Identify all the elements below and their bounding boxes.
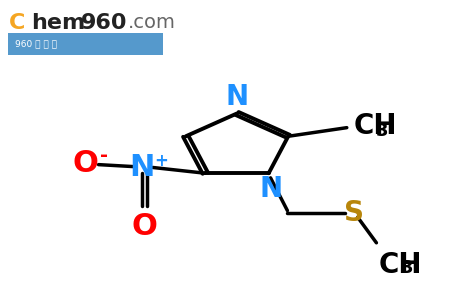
FancyBboxPatch shape [9,33,163,54]
Text: C: C [9,13,25,33]
Text: O: O [131,212,157,241]
Text: -: - [100,146,108,165]
Text: 960 化 工 网: 960 化 工 网 [16,39,57,48]
Text: S: S [344,200,364,227]
Text: +: + [155,152,169,170]
Text: O: O [73,149,99,178]
Text: .com: .com [128,13,176,32]
Text: 3: 3 [376,122,389,140]
Text: hem: hem [31,13,85,33]
Text: 3: 3 [401,259,414,277]
Text: N: N [129,153,155,182]
Text: CH: CH [379,251,422,279]
Text: N: N [259,175,283,203]
Text: 960: 960 [81,13,128,33]
Text: N: N [226,83,248,111]
Text: CH: CH [354,112,397,140]
